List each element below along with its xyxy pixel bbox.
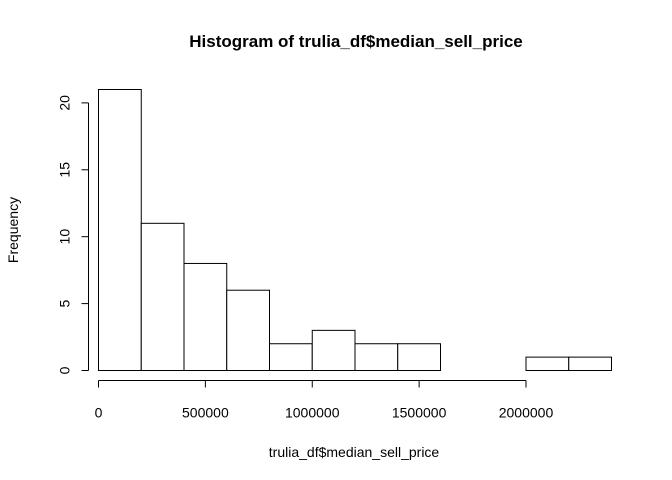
y-tick-label-0: 0: [57, 366, 73, 374]
histogram-bar-4: [269, 343, 313, 372]
histogram-bar-2: [183, 262, 228, 372]
y-tick-label-2: 10: [57, 229, 73, 245]
y-axis-label: Frequency: [5, 197, 21, 263]
y-tick-label-3: 15: [57, 162, 73, 178]
y-tick-label-4: 20: [57, 95, 73, 111]
histogram-bar-6: [354, 343, 399, 372]
y-axis: 0 5 10 15 20: [57, 95, 89, 374]
histogram-bar-1: [140, 222, 185, 371]
x-axis-label: trulia_df$median_sell_price: [269, 444, 440, 460]
x-tick-label-3: 1500000: [392, 405, 447, 421]
chart-title: Histogram of trulia_df$median_sell_price: [189, 32, 523, 51]
histogram-bar-11: [568, 356, 612, 372]
histogram-bar-10: [525, 356, 570, 372]
x-tick-label-0: 0: [95, 405, 103, 421]
histogram-bar-5: [311, 329, 356, 372]
x-axis: 0 500000 1000000 1500000 2000000: [95, 380, 554, 421]
bars-group: [98, 89, 612, 372]
x-tick-label-4: 2000000: [499, 405, 554, 421]
histogram-bar-3: [226, 289, 270, 372]
histogram-bar-0: [98, 89, 142, 371]
y-tick-label-1: 5: [57, 299, 73, 307]
histogram-bar-7: [397, 343, 441, 372]
x-tick-label-1: 500000: [182, 405, 229, 421]
x-tick-label-2: 1000000: [285, 405, 340, 421]
